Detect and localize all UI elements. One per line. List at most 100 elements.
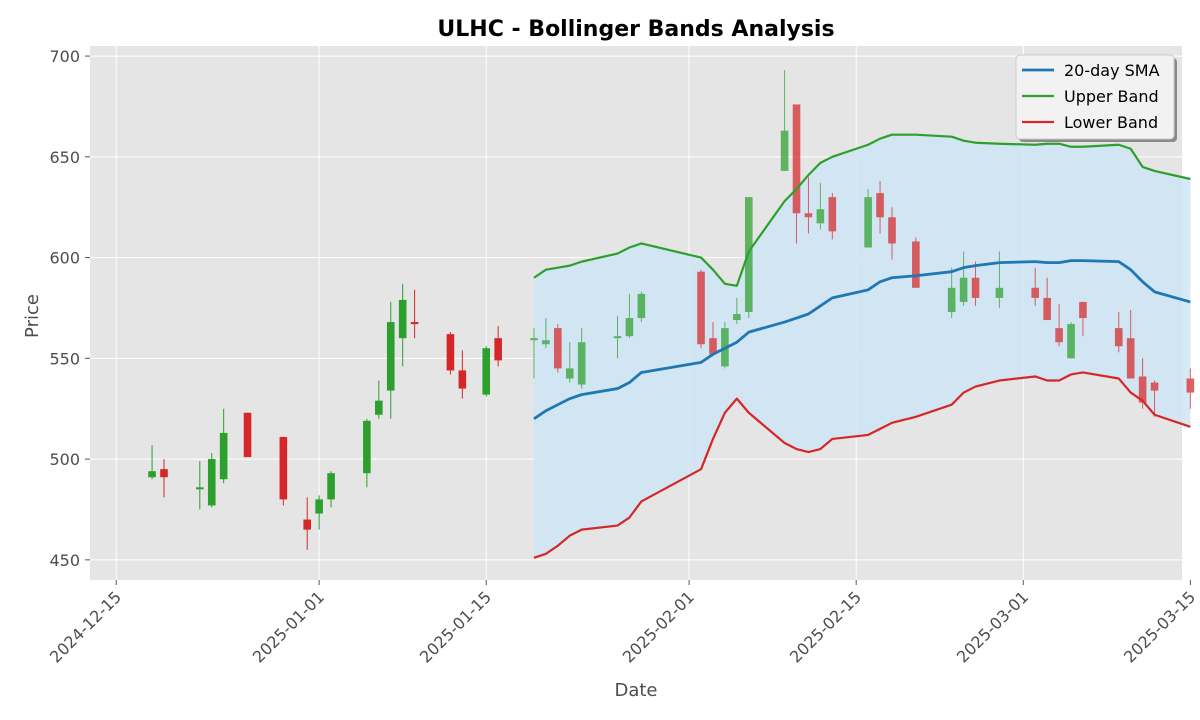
candle-body (864, 197, 872, 248)
candle-body (1186, 378, 1195, 393)
candle-body (243, 412, 252, 458)
candle-body (912, 241, 920, 288)
candle-body (947, 287, 956, 312)
candle (613, 316, 622, 359)
candle-body (1031, 287, 1040, 298)
candle (315, 495, 323, 530)
y-tick-label: 600 (49, 249, 80, 268)
candle-body (195, 487, 204, 490)
candle (363, 418, 371, 488)
candle (804, 176, 813, 234)
legend-label-upper: Upper Band (1064, 87, 1159, 106)
legend: 20-day SMA Upper Band Lower Band (1015, 54, 1177, 142)
candle (1043, 277, 1051, 321)
candle (219, 408, 228, 484)
candle (446, 332, 455, 375)
candle-body (279, 436, 288, 500)
candle (494, 326, 502, 367)
candle-body (375, 400, 383, 415)
candle (1126, 309, 1135, 379)
candle (637, 291, 646, 323)
upper-band-line (533, 133, 1191, 287)
candle (912, 237, 920, 288)
candle (1114, 311, 1123, 353)
candle-body (219, 432, 228, 480)
candle-body (327, 473, 335, 500)
candle-body (398, 299, 407, 339)
candle-body (315, 499, 323, 514)
candle (207, 453, 216, 508)
candle (386, 301, 395, 419)
y-tick-label: 500 (49, 450, 80, 469)
y-tick-label: 450 (49, 551, 80, 570)
y-tick-label: 650 (49, 148, 80, 167)
legend-box (1015, 54, 1175, 140)
candle (1186, 368, 1195, 409)
candle-body (1079, 301, 1087, 319)
candle (195, 461, 204, 510)
candle (888, 207, 896, 260)
candle (792, 104, 801, 244)
candle (780, 70, 789, 171)
candle-body (1150, 382, 1159, 391)
candle-body (386, 322, 395, 391)
candle (327, 471, 335, 508)
candle-body (577, 342, 586, 385)
x-tick-label: 2025-01-01 (249, 587, 328, 666)
candle (554, 324, 562, 373)
candle-body (1067, 324, 1075, 359)
band-fill (533, 134, 1191, 558)
candle (577, 328, 586, 389)
chart-title: ULHC - Bollinger Bands Analysis (437, 17, 834, 42)
candle (482, 346, 491, 397)
candle (542, 318, 550, 349)
candle-body (733, 314, 741, 321)
candle (303, 497, 312, 550)
candle (959, 251, 968, 306)
x-tick-label: 2025-03-01 (953, 587, 1032, 666)
candle-body (888, 217, 896, 244)
candle-body (971, 277, 980, 298)
candle-body (804, 213, 813, 218)
candle (160, 459, 168, 498)
candle-body (1043, 297, 1051, 321)
candle-body (613, 336, 622, 339)
candle-body (995, 287, 1004, 298)
candle-body (637, 293, 646, 319)
candle-body (530, 338, 538, 341)
candle (947, 267, 956, 319)
candle (876, 181, 884, 234)
candle (625, 293, 634, 339)
y-axis-ticks: 450 500 550 600 650 700 (49, 47, 90, 570)
candle (279, 436, 288, 506)
y-tick-label: 700 (49, 47, 80, 66)
candle-body (554, 328, 562, 369)
candle-body (780, 130, 789, 171)
candle-body (625, 318, 634, 337)
y-axis-label: Price (22, 294, 43, 338)
legend-label-lower: Lower Band (1064, 113, 1158, 132)
candle (243, 412, 252, 458)
x-axis-label: Date (614, 680, 657, 701)
candle (828, 193, 837, 240)
candle (1150, 380, 1159, 417)
band-fill-area (533, 134, 1191, 558)
candle (995, 251, 1004, 308)
candle-body (494, 338, 502, 361)
lower-band-line (533, 371, 1191, 559)
candle (458, 350, 467, 399)
x-axis-ticks: 2024-12-15 2025-01-01 2025-01-15 2025-02-01… (46, 580, 1199, 667)
candle (1055, 303, 1063, 347)
candle-body (959, 277, 968, 302)
candle-body (160, 469, 168, 478)
candle (410, 289, 419, 339)
candle-body (1138, 376, 1147, 403)
x-tick-label: 2025-03-15 (1120, 587, 1199, 666)
x-tick-label: 2025-02-15 (786, 587, 865, 666)
candle-body (697, 271, 705, 345)
x-tick-label: 2025-02-01 (619, 587, 698, 666)
candle (816, 183, 825, 230)
x-tick-label: 2024-12-15 (46, 587, 125, 666)
candle (1031, 267, 1040, 306)
